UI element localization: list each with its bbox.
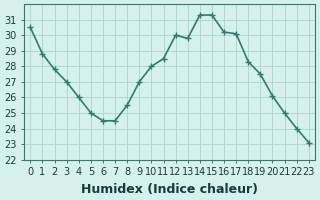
X-axis label: Humidex (Indice chaleur): Humidex (Indice chaleur) xyxy=(81,183,258,196)
